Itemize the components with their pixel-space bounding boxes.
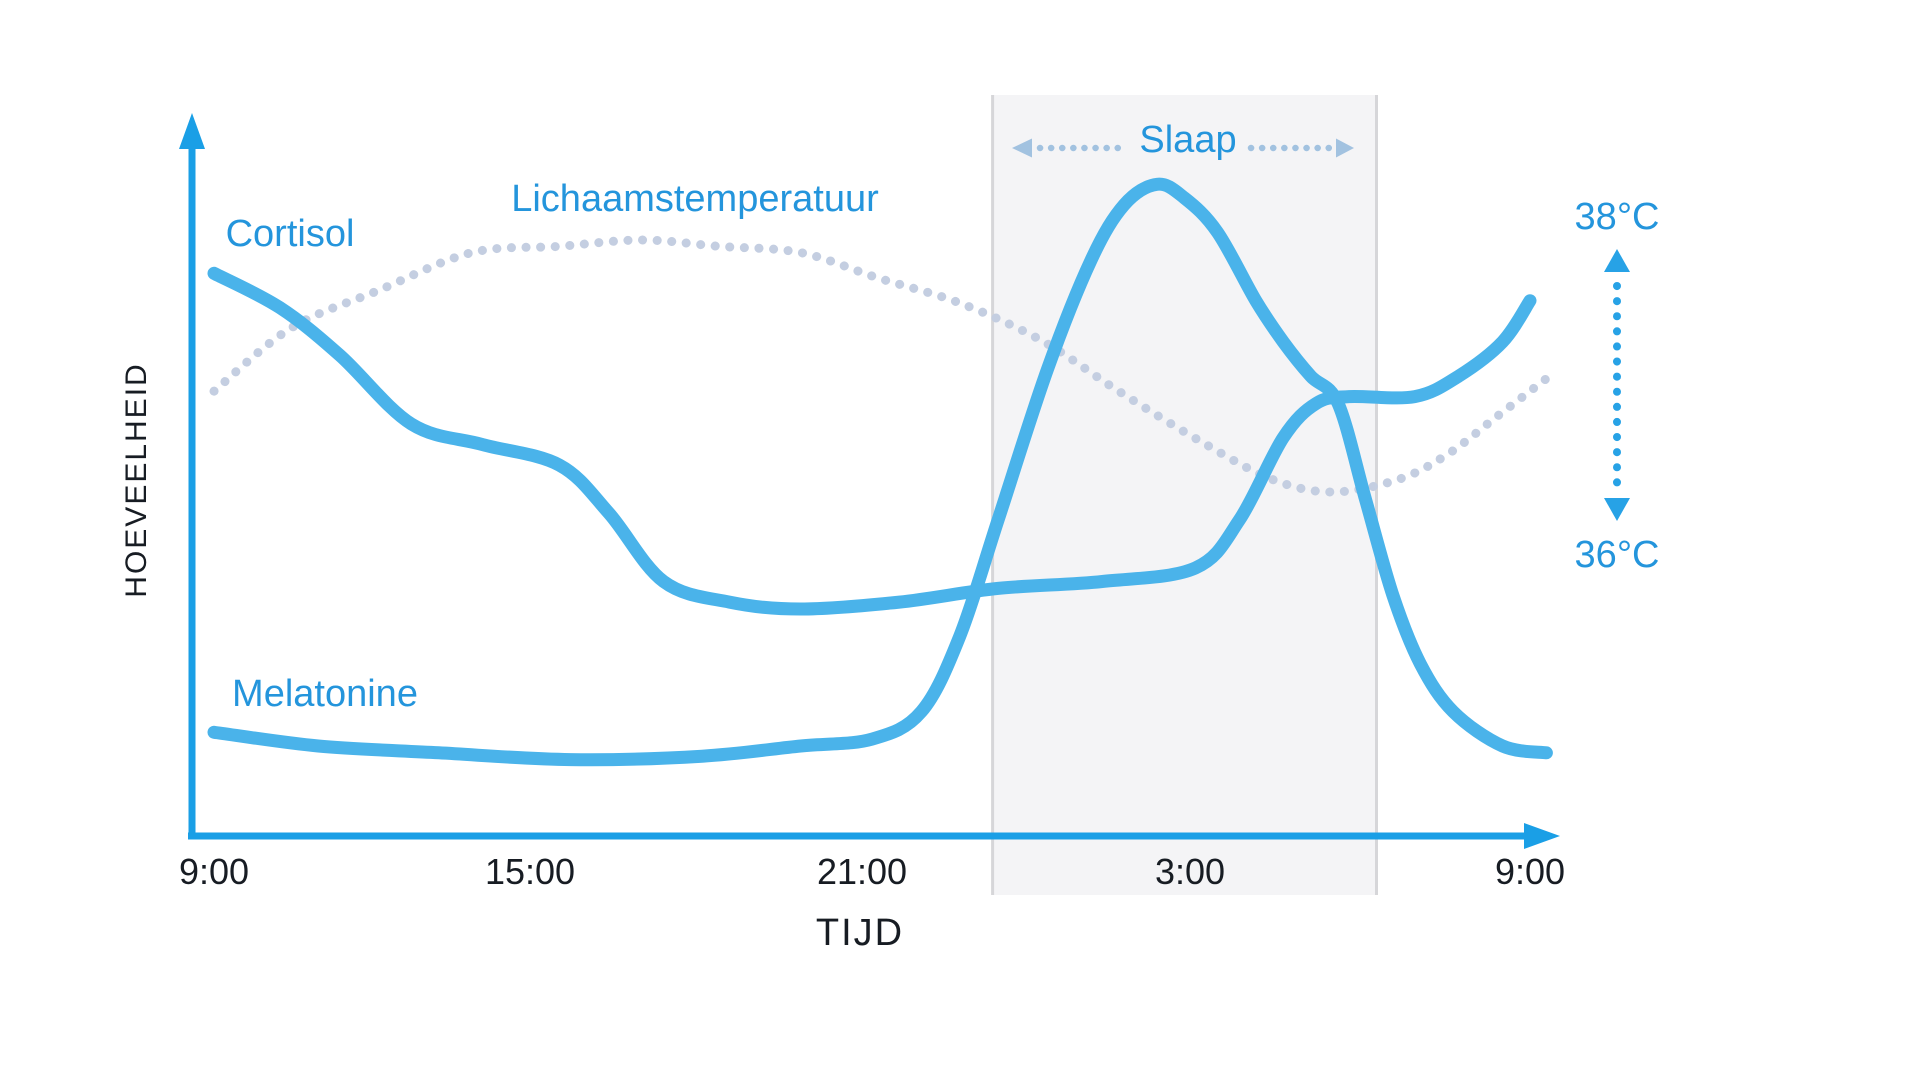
cortisol-label: Cortisol — [226, 213, 355, 255]
range-arrow-down-icon — [1604, 498, 1630, 521]
x-axis — [188, 823, 1560, 849]
x-tick-15h: 15:00 — [485, 851, 575, 892]
x-tick-21h: 21:00 — [817, 851, 907, 892]
sleep-arrow-right-icon — [1336, 138, 1354, 158]
x-tick-3h: 3:00 — [1155, 851, 1225, 892]
x-tick-9h: 9:00 — [179, 851, 249, 892]
temperature-label: Lichaamstemperatuur — [511, 178, 879, 220]
temperature-curve — [209, 235, 1551, 497]
y-axis-arrow-icon — [179, 113, 205, 149]
sleep-band-area — [992, 95, 1377, 895]
temp-low-label: 36°C — [1575, 534, 1660, 576]
x-axis-title: TIJD — [816, 912, 904, 954]
range-arrow-up-icon — [1604, 249, 1630, 272]
sleep-annotation: Slaap — [1012, 119, 1354, 161]
x-tick-9h-next: 9:00 — [1495, 851, 1565, 892]
sleep-label: Slaap — [1139, 119, 1236, 161]
y-axis-title: HOEVEELHEID — [120, 362, 153, 597]
temperature-range-scale: 38°C 36°C — [1575, 196, 1660, 576]
y-axis — [179, 113, 205, 839]
cortisol-curve — [207, 266, 1537, 616]
sleep-band — [991, 95, 1378, 895]
temp-high-label: 38°C — [1575, 196, 1660, 238]
melatonin-curve — [207, 177, 1553, 767]
melatonin-label: Melatonine — [232, 673, 418, 715]
sleep-arrow-left-icon — [1012, 138, 1032, 158]
x-tick-labels: 9:00 15:00 21:00 3:00 9:00 — [179, 851, 1565, 892]
x-axis-arrow-icon — [1524, 823, 1560, 849]
